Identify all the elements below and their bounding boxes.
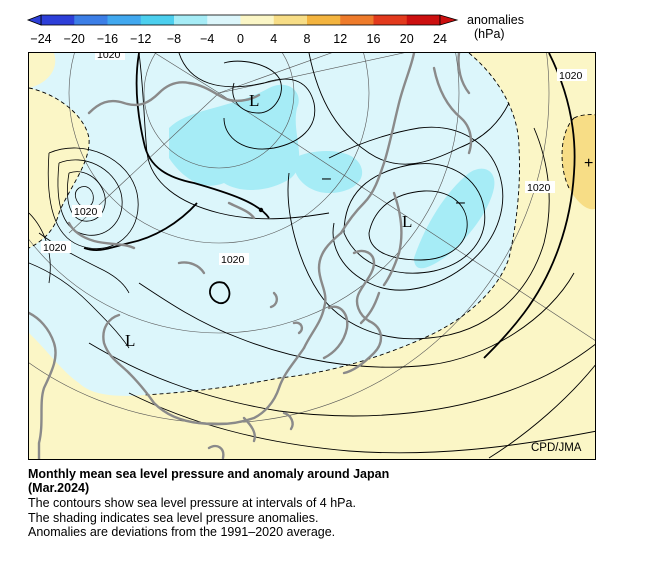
pressure-label: 1020 <box>74 206 98 218</box>
pressure-label-bg <box>95 53 125 60</box>
colorbar-tick-label: 0 <box>237 32 244 46</box>
colorbar-right-arrow <box>439 14 459 26</box>
pressure-label: 1020 <box>559 70 583 82</box>
strong-negative-patch-east <box>414 168 495 269</box>
colorbar-tick-label: −20 <box>64 32 85 46</box>
sea-pocket-top-left <box>29 53 56 88</box>
low-pressure-marker: L <box>125 331 135 350</box>
negative-anomaly-marker: – <box>456 194 465 211</box>
pressure-label: 1020 <box>43 242 67 254</box>
colorbar-left-arrow <box>26 14 42 26</box>
colorbar-swatch <box>406 15 441 25</box>
anomaly-colorbar: −24 −20 −16 −12 −8 −4 0 4 8 12 16 20 24 anomalies (h… <box>26 13 524 46</box>
coastlines <box>29 53 473 459</box>
station-dot <box>258 207 264 213</box>
colorbar-unit-label: anomalies <box>467 13 524 27</box>
strong-negative-patch-mid <box>293 151 363 193</box>
colorbar-swatch <box>74 15 108 25</box>
colorbar-tick-label: 20 <box>400 32 414 46</box>
colorbar-tick-label: −16 <box>97 32 118 46</box>
colorbar-tick-label: −12 <box>130 32 151 46</box>
pressure-label-bg <box>72 205 102 217</box>
colorbar-tick-label: −8 <box>167 32 181 46</box>
pressure-label-bg <box>41 241 71 253</box>
colorbar-swatch <box>174 15 208 25</box>
colorbar-swatch <box>373 15 408 25</box>
colorbar-swatch <box>107 15 142 25</box>
pressure-label: 1020 <box>97 53 121 61</box>
credit-label: CPD/JMA <box>531 442 582 454</box>
colorbar-swatch <box>207 15 241 25</box>
pressure-label: 1020 <box>527 182 551 194</box>
negative-anomaly-area <box>29 53 520 396</box>
pressure-label-bg <box>219 253 249 265</box>
colorbar-swatch <box>41 15 75 25</box>
pressure-labels: 1020 1020 1020 1020 1020 1020 <box>41 53 587 266</box>
caption-line-shading: The shading indicates sea level pressure… <box>28 511 319 525</box>
caption-line-anomalies: Anomalies are deviations from the 1991–2… <box>28 525 336 539</box>
colorbar-tick-label: −4 <box>200 32 214 46</box>
pressure-centres: L L L <box>125 91 412 350</box>
caption-line-contours: The contours show sea level pressure at … <box>28 496 356 510</box>
positive-anomaly-patch <box>562 114 595 210</box>
low-pressure-marker: L <box>402 212 412 231</box>
colorbar-tick-label: 8 <box>304 32 311 46</box>
caption-title: Monthly mean sea level pressure and anom… <box>28 467 390 481</box>
isobars <box>88 53 595 459</box>
caption-title-date: (Mar.2024) <box>28 481 90 495</box>
colorbar-tick-labels: −24 −20 −16 −12 −8 −4 0 4 8 12 16 20 24 <box>30 32 447 46</box>
low-pressure-marker: L <box>249 91 259 110</box>
negative-anomaly-marker: – <box>322 170 331 187</box>
colorbar-swatches <box>40 14 441 26</box>
isobars-1020 <box>83 53 576 359</box>
left-positive-area <box>29 88 90 248</box>
pressure-label-bg <box>525 181 555 193</box>
colorbar-swatch <box>307 15 341 25</box>
colorbar-tick-label: 12 <box>333 32 347 46</box>
pressure-label-bg <box>557 69 587 81</box>
colorbar-swatch <box>273 15 308 25</box>
colorbar-tick-label: 16 <box>367 32 381 46</box>
pressure-map: 1020 1020 1020 1020 1020 1020 L L L – – … <box>28 52 596 460</box>
colorbar-tick-label: 24 <box>433 32 447 46</box>
pressure-label: 1020 <box>221 254 245 266</box>
anomaly-markers: – – + <box>322 155 593 211</box>
colorbar-tick-label: −24 <box>30 32 51 46</box>
colorbar-swatch <box>340 15 374 25</box>
colorbar-swatch <box>240 15 275 25</box>
colorbar-swatch <box>140 15 175 25</box>
colorbar-unit-hpa: (hPa) <box>474 27 505 41</box>
positive-anomaly-marker: + <box>584 155 593 172</box>
colorbar-tick-label: 4 <box>270 32 277 46</box>
anomaly-zero-contours <box>29 53 595 396</box>
